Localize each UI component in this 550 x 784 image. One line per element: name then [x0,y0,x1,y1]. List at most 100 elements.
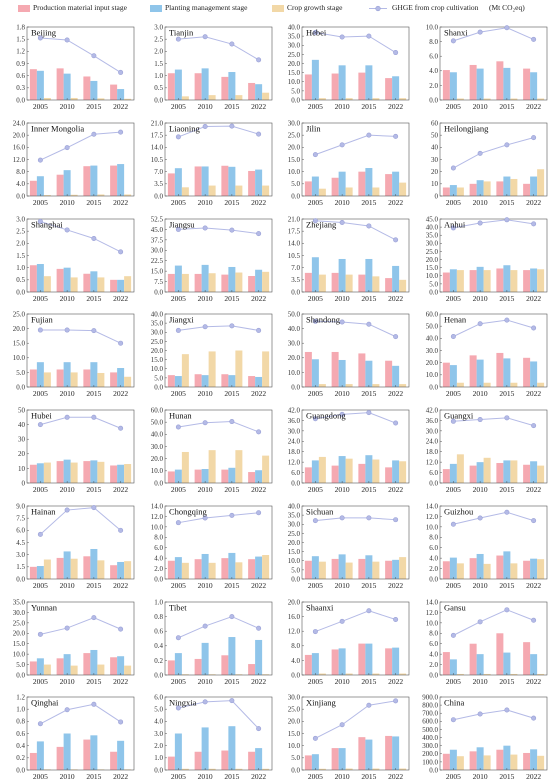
bar-planting-management [117,464,125,483]
bar-crop-growth [181,187,189,196]
bar-planting-management [63,653,71,675]
bar-crop-growth [483,673,491,675]
ghge-point [91,53,97,59]
y-tick-label: 1.0 [154,598,163,606]
panel-shanghai: 0.0 0.5 1.0 1.5 2.0 2.5 3.0 2005 2010 2015 2022 Sha… [16,215,135,303]
panel-anhui: 0.05.010.015.020.025.030.035.040.045.0 20… [425,215,547,303]
bar-planting-management [117,561,125,579]
x-tick-label: 2022 [388,294,403,303]
bar-planting-management [529,461,537,483]
ghge-line [452,27,534,42]
x-tick-label: 2005 [445,677,460,686]
bar-production-material-input [495,61,503,100]
bar-planting-management [365,643,373,675]
bar-crop-growth [234,673,242,675]
panel-heilongjiang: 0 10 20 30 40 50 60 2005 2010 2015 2022 Heilongjian… [431,119,547,207]
bar-crop-growth [124,769,132,771]
legend: Production material input stage Planting… [0,0,550,18]
bar-production-material-input [110,279,118,292]
bar-planting-management [392,76,400,100]
ghge-point [503,606,509,612]
panel-jiangxi: 0.05.0 10.015.020.025.030.035.040.0 2005 20… [150,311,272,398]
panel-shaanxi: 0.0 4.0 8.0 12.0 16.0 20.0 2005 2010 2015 2022 Sha… [288,598,410,686]
y-tick-label: 10.0 [13,650,26,658]
plot-frame [439,218,547,292]
ghge-point [339,34,345,40]
bar-crop-growth [372,768,380,771]
bar-crop-growth [345,274,353,292]
bar-planting-management [449,268,457,292]
y-tick-label: 0.9 [16,60,25,68]
ghge-line [452,608,534,636]
y-tick-label: 35.0 [150,320,163,328]
bar-crop-growth [70,194,78,196]
bar-production-material-input [442,651,450,675]
y-tick-label: 1.5 [16,36,25,44]
ghge-point [312,416,318,422]
bar-production-material-input [29,660,37,675]
x-tick-label: 2005 [33,102,48,111]
y-tick-label: 50 [18,406,26,414]
ghge-point [202,225,208,231]
plot-frame [439,409,547,484]
y-tick-label: 1.2 [16,694,25,702]
y-tick-label: 0.0 [154,288,163,296]
y-tick-label: 6.0 [16,526,25,534]
ghge-point [202,623,208,629]
ghge-line [452,417,534,427]
ghge-point [175,634,181,640]
y-tick-label: 2.0 [16,239,25,247]
panel-title: Hubei [31,411,52,421]
bar-crop-growth [43,372,51,388]
y-tick-label: 30.0 [288,520,301,528]
x-tick-label: 2010 [60,581,75,590]
bar-production-material-input [469,64,477,100]
x-tick-label: 2015 [86,102,101,111]
ghge-point [450,224,456,230]
x-tick-label: 2005 [445,294,460,303]
bar-planting-management [476,462,484,483]
y-tick-label: 4.0 [154,718,163,726]
x-tick-label: 2010 [60,677,75,686]
y-tick-label: 20.0 [13,325,26,333]
y-tick-label: 45.0 [150,225,163,233]
bar-crop-growth [124,665,132,675]
legend-label-planting-management: Planting management stage [165,3,248,12]
bar-planting-management [201,264,209,292]
x-tick-label: 2005 [33,772,48,781]
y-tick-label: 30 [431,156,439,164]
panel-xinjiang: 0.0 5.0 10.0 15.0 20.0 25.0 30.0 2005 2010 2015 20… [288,694,410,781]
bar-production-material-input [247,752,255,771]
bar-crop-growth [318,98,326,100]
ghge-point [175,36,181,42]
ghge-point [530,220,536,226]
ghge-point [366,703,372,709]
bar-crop-growth [208,351,216,388]
bar-production-material-input [56,461,64,483]
ghge-point [255,510,261,516]
bar-crop-growth [483,382,491,388]
panel-title: Henan [444,315,467,325]
bar-crop-growth [261,769,269,771]
plot-frame [26,409,135,484]
bar-production-material-input [83,165,91,196]
bar-production-material-input [29,69,37,100]
y-tick-label: 6.0 [429,53,438,61]
bar-crop-growth [399,98,407,100]
y-tick-label: 0.2 [16,754,25,762]
panel-fujian: 0.0 5.0 10.0 15.0 20.0 25.0 2005 2010 2015 2022 Fu… [13,311,135,398]
bar-production-material-input [522,68,530,100]
bar-production-material-input [83,461,91,483]
bar-crop-growth [124,377,132,388]
bar-planting-management [174,69,182,100]
panel-ningxia: 0.0 1.0 2.0 3.0 4.0 5.0 6.0 2005 2010 2015 2022 Nin… [154,694,272,781]
y-tick-label: 0.0 [154,671,163,679]
x-tick-label: 2022 [388,102,403,111]
x-tick-label: 2005 [170,485,185,494]
ghge-point [503,25,509,31]
y-tick-label: 36.0 [288,417,301,425]
y-tick-label: 14.0 [150,502,163,510]
panel-inner-mongolia: 0.0 4.0 8.0 12.0 16.0 20.0 24.0 2005 2010 2015 202… [13,119,135,207]
y-tick-label: 8.0 [16,168,25,176]
y-tick-label: 8.0 [429,38,438,46]
